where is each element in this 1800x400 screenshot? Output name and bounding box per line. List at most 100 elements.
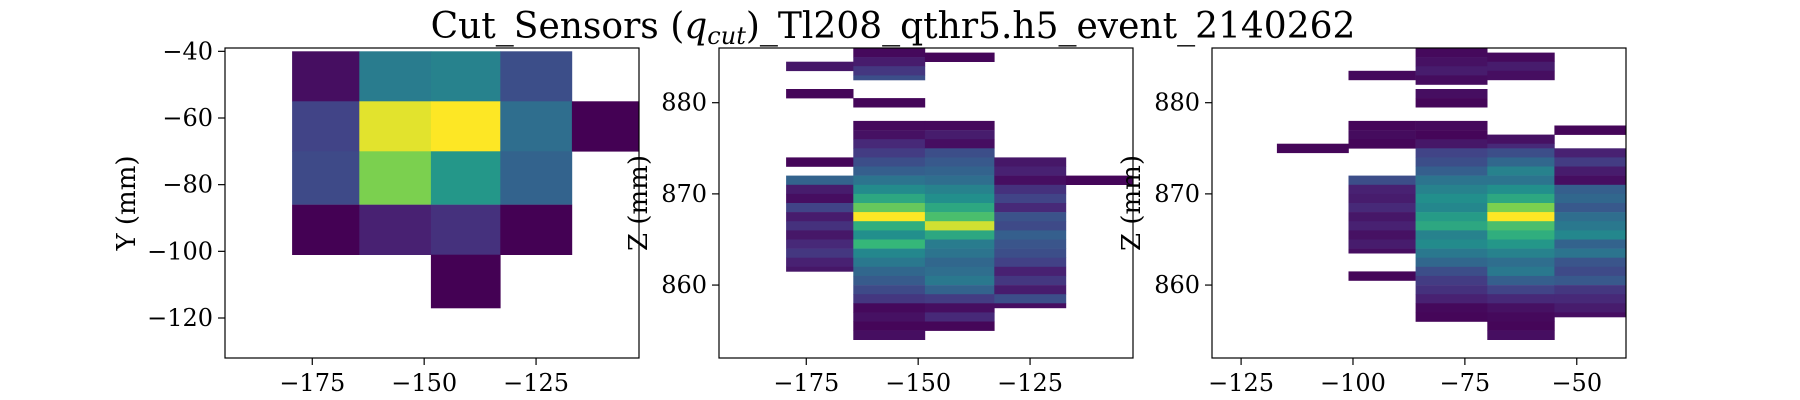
- heatmap-cell: [994, 248, 1067, 258]
- heatmap-cell: [786, 212, 854, 222]
- heatmap-cell: [853, 203, 926, 213]
- heatmap-cell: [1487, 285, 1555, 295]
- heatmap-cell: [924, 248, 995, 258]
- heatmap-cell: [1487, 203, 1555, 213]
- heatmap-cell: [786, 239, 854, 249]
- heatmap-cell: [1415, 66, 1488, 76]
- heatmap-cell: [853, 193, 926, 204]
- heatmap-cell: [1487, 148, 1555, 158]
- title-sub: cut: [707, 22, 746, 50]
- heatmap-cell: [1348, 212, 1416, 222]
- figure-title: Cut_Sensors (qcut)_Tl208_qthr5.h5_event_…: [431, 6, 1356, 50]
- heatmap-cell: [786, 157, 854, 167]
- title-suffix: )_Tl208_qthr5.h5_event_2140262: [746, 6, 1356, 47]
- heatmap-cell: [1554, 257, 1627, 268]
- heatmap-cell: [786, 257, 854, 268]
- heatmap-cell: [924, 120, 995, 131]
- heatmap-cell: [994, 266, 1067, 277]
- heatmap-cell: [924, 52, 995, 62]
- heatmap-cell: [994, 212, 1067, 222]
- heatmap-cell: [853, 221, 926, 231]
- heatmap-cell: [1415, 166, 1488, 176]
- x-tick-label: −125: [1208, 369, 1274, 397]
- panel-xz-cells: [786, 48, 1134, 340]
- heatmap-cell: [853, 266, 926, 277]
- heatmap-cell: [853, 312, 926, 322]
- heatmap-cell: [1487, 175, 1555, 185]
- heatmap-cell: [853, 248, 926, 258]
- heatmap-cell: [924, 193, 995, 204]
- heatmap-cell: [1415, 312, 1488, 322]
- heatmap-cell: [1415, 248, 1488, 258]
- x-tick-label: −150: [885, 369, 951, 397]
- heatmap-cell: [292, 101, 360, 152]
- heatmap-cell: [430, 151, 501, 205]
- heatmap-cell: [994, 175, 1067, 185]
- heatmap-cell: [853, 184, 926, 195]
- heatmap-cell: [1415, 303, 1488, 313]
- heatmap-cell: [924, 139, 995, 149]
- heatmap-cell: [1348, 248, 1416, 254]
- heatmap-cell: [1348, 271, 1416, 281]
- heatmap-cell: [359, 151, 432, 205]
- heatmap-cell: [292, 151, 360, 205]
- heatmap-cell: [1487, 312, 1555, 322]
- heatmap-cell: [924, 212, 995, 222]
- panel-yz-ticks: −125 −100 −75 −50 880 870 860: [1154, 89, 1602, 397]
- heatmap-cell: [500, 51, 573, 102]
- heatmap-cell: [994, 203, 1067, 213]
- heatmap-cell: [994, 275, 1067, 286]
- heatmap-cell: [1487, 303, 1555, 313]
- heatmap-cell: [786, 230, 854, 240]
- heatmap-cell: [359, 51, 432, 102]
- y-tick-label: 860: [661, 271, 707, 299]
- heatmap-cell: [994, 221, 1067, 231]
- x-tick-label: −150: [391, 369, 457, 397]
- heatmap-cell: [1415, 148, 1488, 158]
- heatmap-cell: [1415, 175, 1488, 185]
- heatmap-cell: [292, 204, 360, 255]
- heatmap-cell: [1415, 212, 1488, 222]
- heatmap-cell: [1554, 125, 1627, 135]
- heatmap-cell: [994, 193, 1067, 204]
- y-tick-label: −120: [147, 304, 213, 332]
- heatmap-cell: [853, 330, 926, 340]
- heatmap-cell: [786, 221, 854, 231]
- heatmap-cell: [924, 321, 995, 331]
- heatmap-cell: [924, 184, 995, 195]
- heatmap-cell: [1554, 275, 1627, 286]
- heatmap-cell: [853, 57, 926, 67]
- panel-yz-ylabel: Z (mm): [1117, 155, 1147, 251]
- y-tick-label: 860: [1154, 271, 1200, 299]
- heatmap-cell: [1554, 239, 1627, 249]
- heatmap-cell: [1415, 257, 1488, 268]
- heatmap-cell: [1487, 257, 1555, 268]
- heatmap-cell: [1348, 184, 1416, 195]
- heatmap-cell: [924, 294, 995, 304]
- heatmap-cell: [1554, 148, 1627, 158]
- heatmap-cell: [853, 175, 926, 185]
- heatmap-cell: [994, 230, 1067, 240]
- panel-xy-ticks: −175 −150 −125 −40 −60 −80 −100 −120: [147, 37, 569, 397]
- heatmap-cell: [1348, 221, 1416, 231]
- heatmap-cell: [853, 66, 926, 76]
- heatmap-cell: [853, 157, 926, 167]
- heatmap-cell: [1487, 157, 1555, 167]
- heatmap-cell: [1554, 166, 1627, 176]
- heatmap-cell: [1415, 239, 1488, 249]
- panel-xz-ticks: −175 −150 −125 880 870 860: [661, 89, 1063, 397]
- heatmap-cell: [924, 312, 995, 322]
- heatmap-cell: [1487, 239, 1555, 249]
- heatmap-cell: [1487, 61, 1555, 72]
- heatmap-cell: [1487, 221, 1555, 231]
- heatmap-cell: [1554, 157, 1627, 167]
- y-tick-label: 870: [1154, 180, 1200, 208]
- x-tick-label: −100: [1320, 369, 1386, 397]
- y-tick-label: −40: [162, 37, 213, 65]
- y-tick-label: −80: [162, 171, 213, 199]
- heatmap-cell: [924, 166, 995, 176]
- heatmap-cell: [1348, 230, 1416, 240]
- heatmap-cell: [1415, 139, 1488, 149]
- panel-yz-cells: [1276, 48, 1627, 340]
- x-tick-label: −75: [1440, 369, 1491, 397]
